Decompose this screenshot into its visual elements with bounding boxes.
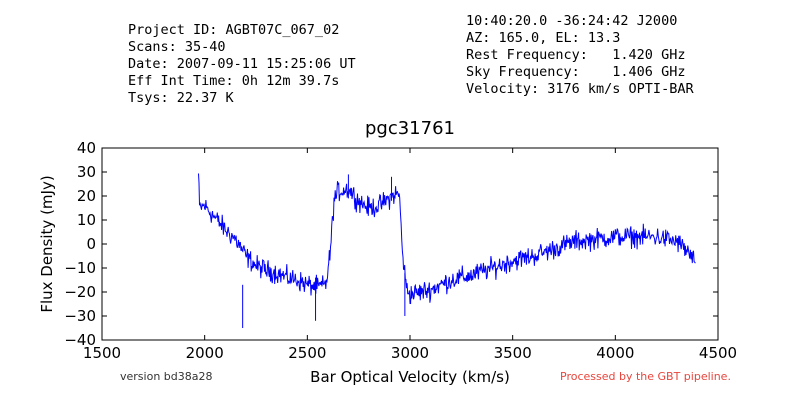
- coordinates-line: 10:40:20.0 -36:24:42 J2000: [466, 13, 678, 29]
- y-tick-label: 10: [77, 211, 96, 229]
- tsys-line: Tsys: 22.37 K: [128, 90, 234, 106]
- y-tick-label: 30: [77, 163, 96, 181]
- y-tick-label: 0: [86, 235, 96, 253]
- y-tick-label: 20: [77, 187, 96, 205]
- version-label: version bd38a28: [120, 370, 213, 383]
- pipeline-credit: Processed by the GBT pipeline.: [560, 370, 731, 383]
- x-tick-label: 1500: [83, 344, 121, 362]
- x-tick-label: 3000: [391, 344, 429, 362]
- x-tick-label: 2000: [186, 344, 224, 362]
- x-axis-label: Bar Optical Velocity (km/s): [310, 368, 510, 386]
- x-tick-label: 2500: [288, 344, 326, 362]
- y-axis-label: Flux Density (mJy): [38, 175, 56, 312]
- scans-line: Scans: 35-40: [128, 39, 226, 55]
- x-tick-label: 4000: [596, 344, 634, 362]
- date-line: Date: 2007-09-11 15:25:06 UT: [128, 56, 356, 72]
- project-id-line: Project ID: AGBT07C_067_02: [128, 22, 340, 38]
- plot-frame: [101, 147, 719, 341]
- chart-title: pgc31761: [365, 118, 455, 139]
- y-tick-label: −20: [64, 283, 96, 301]
- observation-info-left: Project ID: AGBT07C_067_02 Scans: 35-40 Da…: [128, 22, 356, 107]
- az-el-line: AZ: 165.0, EL: 13.3: [466, 30, 621, 46]
- x-tick-label: 3500: [494, 344, 532, 362]
- y-tick-label: 40: [77, 139, 96, 157]
- series-line-0: [198, 173, 696, 305]
- observation-info-right: 10:40:20.0 -36:24:42 J2000 AZ: 165.0, EL:…: [466, 13, 694, 98]
- y-tick-label: −30: [64, 307, 96, 325]
- sky-frequency-line: Sky Frequency: 1.406 GHz: [466, 64, 686, 80]
- velocity-line: Velocity: 3176 km/s OPTI-BAR: [466, 81, 694, 97]
- y-tick-label: −10: [64, 259, 96, 277]
- integration-time-line: Eff Int Time: 0h 12m 39.7s: [128, 73, 340, 89]
- x-tick-label: 4500: [699, 344, 737, 362]
- y-tick-label: −40: [64, 331, 96, 349]
- rest-frequency-line: Rest Frequency: 1.420 GHz: [466, 47, 686, 63]
